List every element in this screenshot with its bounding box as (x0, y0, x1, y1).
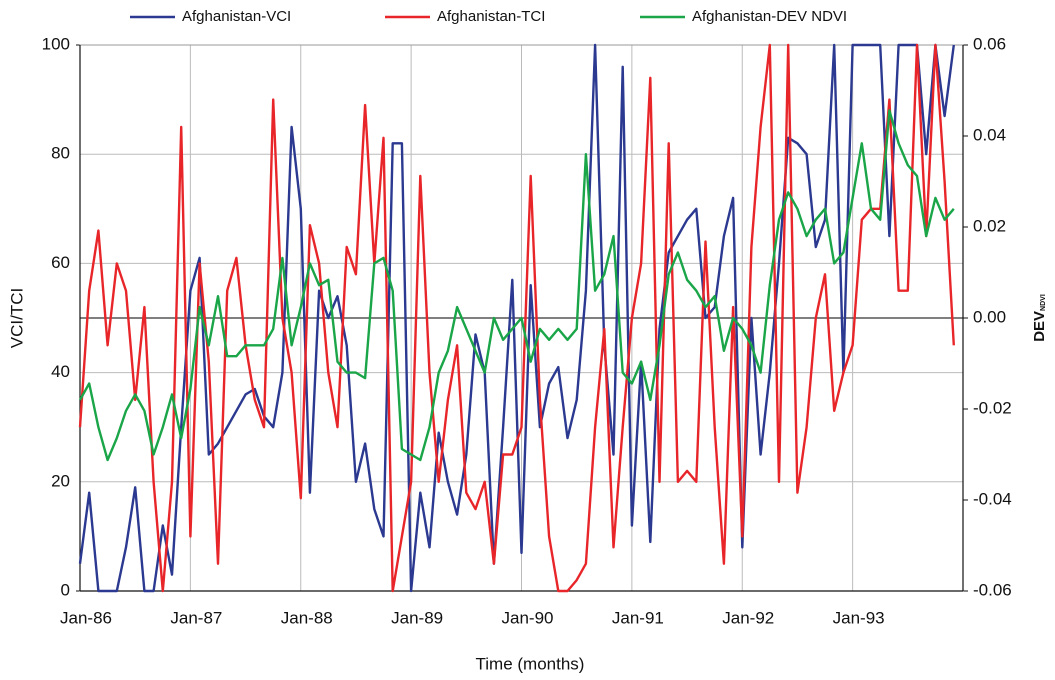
y-tick-label: 0 (61, 580, 70, 599)
series-line (78, 43, 955, 593)
x-tick-label: Jan-90 (502, 608, 554, 627)
y2-tick-label: -0.04 (973, 489, 1012, 508)
y2-tick-label: -0.02 (973, 398, 1012, 417)
y-tick-label: 40 (51, 362, 70, 381)
series-line (78, 109, 955, 462)
x-tick-label: Jan-88 (281, 608, 333, 627)
x-tick-label: Jan-86 (60, 608, 112, 627)
x-tick-label: Jan-91 (612, 608, 664, 627)
y2-tick-label: -0.06 (973, 580, 1012, 599)
y2-axis-title-sub: NDVI (1040, 294, 1047, 311)
x-tick-label: Jan-93 (833, 608, 885, 627)
x-axis-title: Time (months) (476, 654, 585, 673)
x-tick-label: Jan-92 (722, 608, 774, 627)
legend: Afghanistan-VCI Afghanistan-TCI Afghanista… (130, 8, 847, 25)
y2-tick-label: 0.00 (973, 307, 1006, 326)
y2-axis-title: DEVNDVI (1031, 294, 1048, 342)
y-tick-label: 80 (51, 144, 70, 163)
x-tick-label: Jan-87 (170, 608, 222, 627)
legend-label: Afghanistan-DEV NDVI (692, 8, 847, 25)
y-axis-title: VCI/TCI (7, 288, 26, 348)
legend-label: Afghanistan-VCI (182, 8, 291, 25)
y-tick-label: 20 (51, 471, 70, 490)
y2-tick-label: 0.04 (973, 125, 1006, 144)
y2-axis-title-main: DEV (1031, 311, 1048, 342)
legend-label: Afghanistan-TCI (437, 8, 545, 25)
y-tick-label: 60 (51, 253, 70, 272)
series-line (78, 43, 955, 593)
y2-tick-label: 0.02 (973, 216, 1006, 235)
x-tick-label: Jan-89 (391, 608, 443, 627)
y-tick-label: 100 (42, 34, 70, 53)
y2-tick-label: 0.06 (973, 34, 1006, 53)
